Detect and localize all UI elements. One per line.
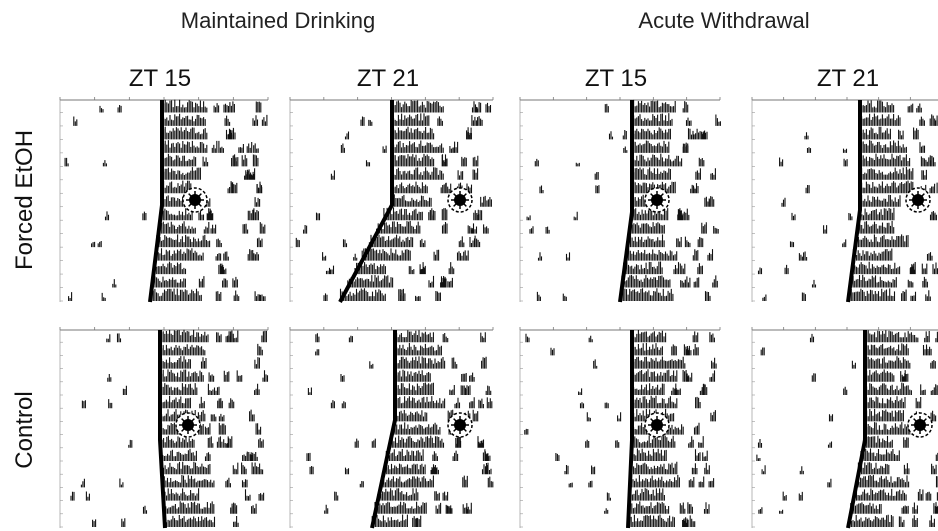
clock-icon (656, 418, 664, 426)
clock-icon (650, 424, 658, 432)
onset-line (158, 330, 167, 529)
onset-line (846, 100, 862, 303)
clock-icon (453, 418, 461, 426)
clock-icon (459, 199, 467, 207)
actograms (59, 97, 938, 529)
clock-icon (911, 199, 919, 207)
clock-icon (913, 418, 921, 426)
clock-icon (181, 418, 189, 426)
clock-icon (650, 193, 658, 201)
column-label: ZT 15 (585, 65, 647, 92)
onset-line (338, 100, 394, 303)
column-label: ZT 21 (817, 65, 879, 92)
activity (70, 329, 269, 527)
group-header: Maintained Drinking (181, 8, 375, 33)
clock-icon (453, 193, 461, 201)
clock-icon (188, 199, 196, 207)
clock-icon (453, 424, 461, 432)
clock-icon (459, 418, 467, 426)
row-label: Forced EtOH (11, 130, 38, 270)
clock-icon (656, 193, 664, 201)
activity (524, 330, 717, 527)
column-label: ZT 21 (357, 65, 419, 92)
clock-icon (459, 193, 467, 201)
clock-icon (650, 418, 658, 426)
clock-icon (917, 193, 925, 201)
clock-icon (188, 193, 196, 201)
onset-line (846, 330, 867, 529)
clock-icon (181, 424, 189, 432)
clock-icon (194, 199, 202, 207)
clock-icon (656, 199, 664, 207)
clock-icon (913, 424, 921, 432)
activity (64, 99, 268, 301)
clock-icon (194, 193, 202, 201)
clock-icon (917, 199, 925, 207)
clock-icon (919, 418, 927, 426)
onset-line (148, 100, 164, 303)
clock-icon (187, 418, 195, 426)
clock-icon (656, 424, 664, 432)
clock-icon (911, 193, 919, 201)
onset-line (370, 330, 397, 529)
row-label: Control (11, 391, 38, 468)
clock-icon (459, 424, 467, 432)
clock-icon (919, 424, 927, 432)
column-label: ZT 15 (129, 65, 191, 92)
clock-icon (187, 424, 195, 432)
clock-icon (650, 199, 658, 207)
onset-line (626, 330, 634, 529)
clock-icon (453, 199, 461, 207)
group-header: Acute Withdrawal (638, 8, 809, 33)
onset-line (618, 100, 634, 303)
